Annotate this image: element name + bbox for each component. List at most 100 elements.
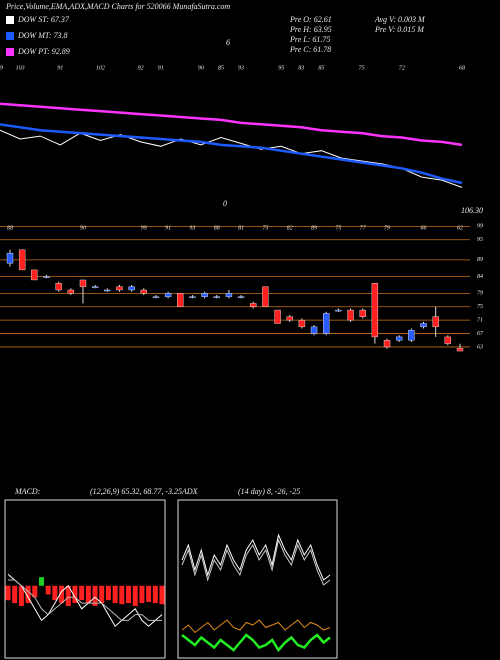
x-tick-label: 85: [218, 65, 224, 71]
x-tick-label: 75: [335, 225, 341, 231]
candle-body: [18, 249, 26, 271]
candle-body: [274, 309, 281, 324]
macd-subtitle: (12,26,9) 65.32, 68.77, -3.25: [90, 487, 182, 496]
histogram-bar: [59, 585, 65, 604]
candle-body: [383, 340, 391, 348]
y-tick-label: 99: [477, 224, 483, 230]
histogram-bar: [152, 585, 158, 604]
x-tick-label: 75: [262, 225, 268, 231]
x-tick-label: 102: [96, 65, 105, 71]
adx-frame: [177, 499, 338, 659]
x-tick-label: 72: [399, 65, 405, 71]
annotation: 106.30: [461, 206, 483, 215]
histogram-bar: [126, 585, 132, 604]
histogram-bar: [65, 585, 71, 606]
candle-body: [456, 348, 464, 352]
candle-body: [420, 323, 427, 328]
candle-body: [323, 313, 330, 334]
histogram-bar: [139, 585, 145, 604]
candle-body: [262, 286, 269, 307]
histogram-bar: [92, 585, 98, 606]
histogram-bar: [32, 585, 38, 598]
histogram-bar: [112, 585, 118, 604]
info: Pre O: 62.61: [289, 15, 332, 24]
candle-body: [310, 326, 318, 334]
histogram-bar: [132, 585, 138, 606]
candle-body: [43, 276, 50, 278]
histogram-bar: [146, 585, 152, 602]
candle-body: [250, 303, 257, 307]
line: [7, 573, 163, 627]
x-tick-label: 68: [459, 65, 465, 71]
histogram-bar: [5, 585, 11, 601]
y-tick-label: 95: [477, 237, 483, 243]
y-tick-label: 79: [477, 291, 483, 297]
candle-body: [225, 293, 233, 297]
candle-body: [335, 309, 342, 312]
candle-body: [79, 279, 87, 287]
x-tick-label: 99: [141, 225, 147, 231]
histogram-bar: [18, 585, 24, 606]
histogram-bar: [25, 585, 31, 604]
legend-label: DOW ST: 67.37: [17, 15, 70, 24]
histogram-bar: [99, 585, 105, 604]
legend-swatch: [6, 16, 14, 24]
candle-body: [371, 283, 379, 338]
macd-title: MACD:: [14, 487, 41, 496]
x-tick-label: 93: [189, 225, 195, 231]
candle-body: [67, 289, 75, 294]
histogram-bar: [79, 585, 85, 601]
candle-body: [286, 316, 293, 321]
histogram-bar: [159, 585, 165, 605]
x-tick-label: 79: [384, 225, 390, 231]
candle-body: [408, 330, 415, 341]
annotation: 6: [226, 38, 230, 47]
x-tick-label: 82: [287, 225, 293, 231]
line: [0, 102, 463, 147]
info: Pre L: 61.75: [289, 35, 330, 44]
candle-body: [140, 289, 147, 294]
info: Avg V: 0.003 M: [374, 15, 426, 24]
legend-label: DOW PT: 92.89: [17, 47, 70, 56]
candle-body: [298, 319, 306, 328]
candle-body: [177, 293, 184, 307]
y-tick-label: 71: [477, 318, 483, 324]
legend-label: DOW MT: 73.8: [17, 31, 68, 40]
legend-swatch: [6, 48, 14, 56]
x-tick-label: 88: [7, 225, 13, 231]
candle-body: [359, 309, 366, 318]
line: [8, 579, 162, 621]
candle-body: [31, 269, 38, 281]
candle-body: [55, 283, 62, 291]
x-tick-label: 83: [298, 65, 304, 71]
x-tick-label: 95: [278, 65, 284, 71]
x-tick-label: 69: [0, 65, 3, 71]
candle-body: [201, 293, 208, 297]
x-tick-label: 66: [421, 225, 427, 231]
candle-body: [91, 286, 99, 288]
adx-title: ADX: [181, 487, 199, 496]
line: [181, 538, 331, 586]
histogram-bar: [119, 585, 125, 605]
x-tick-label: 62: [457, 225, 463, 231]
candle-body: [152, 296, 160, 298]
candle-body: [6, 252, 14, 264]
x-tick-label: 88: [214, 225, 220, 231]
info: Pre H: 63.95: [289, 25, 332, 34]
x-tick-label: 91: [57, 65, 63, 71]
x-tick-label: 81: [238, 225, 244, 231]
candle-body: [347, 309, 354, 321]
info: Pre C: 61.78: [289, 45, 331, 54]
line: [0, 123, 463, 185]
annotation: 0: [223, 199, 227, 208]
histogram-bar: [105, 585, 111, 601]
candle-body: [213, 296, 220, 298]
histogram-bar: [12, 585, 18, 604]
x-tick-label: 90: [198, 65, 204, 71]
candle-body: [395, 336, 403, 341]
candle-body: [104, 289, 111, 292]
histogram-bar: [38, 577, 44, 586]
